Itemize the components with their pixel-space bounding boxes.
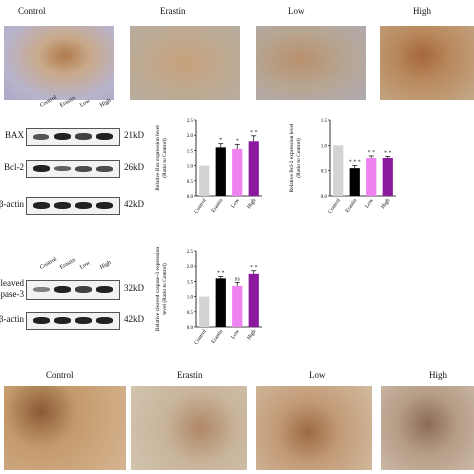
bar (382, 158, 393, 196)
bar (349, 168, 360, 196)
y-tick-label: 0.0 (321, 195, 328, 200)
ihc-bottom-label-low: Low (309, 370, 326, 380)
y-tick-label: 1.0 (187, 165, 194, 170)
x-tick-label: Erastin (211, 329, 225, 345)
y-tick-label: 0.0 (187, 326, 194, 331)
significance-label: * * (384, 150, 392, 156)
ihc-top-image-erastin (130, 26, 240, 100)
y-tick-label: 1.5 (321, 119, 328, 124)
bar (199, 296, 210, 327)
ihc-bottom-label-erastin: Erastin (177, 370, 203, 380)
ihc-bottom-image-low (256, 386, 372, 470)
y-axis-label-line: Relative Bcl-2 expression level (289, 123, 295, 192)
significance-label: * * * (349, 160, 361, 166)
bar (333, 145, 344, 196)
significance-label: * (219, 138, 222, 144)
ihc-bottom-image-high (381, 386, 474, 470)
y-tick-label: 2.5 (187, 250, 194, 255)
y-tick-label: 0.0 (187, 195, 194, 200)
wb2-blot-caspase3 (26, 280, 120, 300)
bar (366, 158, 377, 196)
x-tick-label: Low (230, 329, 241, 341)
wb1-row-label-actin: β-actin (0, 199, 24, 209)
y-tick-label: 1.0 (187, 296, 194, 301)
y-tick-label: 2.5 (187, 119, 194, 124)
y-axis-label-line: Relative Bax expression level (155, 125, 161, 191)
ihc-bottom-label-high: High (429, 370, 447, 380)
y-tick-label: 1.5 (187, 280, 194, 285)
significance-label: * * (217, 271, 225, 277)
ihc-top-label-low: Low (288, 6, 305, 16)
bax-chart: Relative Bax expression level(Ratio to C… (155, 119, 262, 215)
bar (232, 285, 243, 327)
y-tick-label: 0.5 (321, 170, 328, 175)
ihc-top-image-high (380, 26, 474, 100)
wb1-row-label-bcl2: Bcl-2 (4, 162, 24, 172)
significance-label: * * (368, 150, 376, 156)
x-tick-label: Low (230, 198, 241, 210)
bar (248, 141, 259, 196)
wb2-lane-low: Low (79, 260, 92, 271)
bar (215, 278, 226, 327)
ihc-top-label-high: High (413, 6, 431, 16)
y-tick-label: 1.0 (321, 144, 328, 149)
bcl2-chart: Relative Bcl-2 expression level(Ratio to… (289, 119, 396, 215)
ihc-bottom-image-control (4, 386, 126, 470)
wb1-blot-actin (26, 197, 120, 215)
x-tick-label: High (246, 198, 257, 211)
ihc-top-image-control (4, 26, 114, 100)
y-axis-label-line: (Ratio to Control) (295, 138, 302, 178)
y-axis-label-line: (Ratio to Control) (161, 138, 168, 178)
y-axis-label: Relative Bax expression level(Ratio to C… (155, 125, 168, 191)
x-tick-label: High (380, 198, 391, 211)
y-tick-label: 2.0 (187, 134, 194, 139)
y-tick-label: 1.5 (187, 149, 194, 154)
significance-label: * * (250, 265, 258, 271)
wb1-blot-bcl2 (26, 160, 120, 178)
bar (215, 147, 226, 196)
significance-label: * (236, 138, 239, 144)
x-tick-label: Erastin (345, 198, 359, 214)
wb1-blot-bax (26, 128, 120, 146)
wb2-lane-erastin: Erastin (59, 257, 77, 271)
wb1-kd-bcl2: 26kD (124, 162, 144, 172)
y-tick-label: 0.5 (187, 311, 194, 316)
bar (199, 165, 210, 196)
y-axis-label-line: level (Ratio to Control) (161, 263, 168, 315)
y-tick-label: 2.0 (187, 265, 194, 270)
wb2-row-label-actin: β-actin (0, 314, 24, 324)
wb2-blot-actin (26, 312, 120, 330)
y-axis-label: Relative Bcl-2 expression level(Ratio to… (289, 123, 302, 192)
ihc-top-label-erastin: Erastin (160, 6, 186, 16)
y-axis-label-line: Relative cleaved caspase-3 expression (155, 247, 161, 331)
ihc-top-image-low (256, 26, 366, 100)
ihc-top-label-control: Control (18, 6, 46, 16)
y-axis-label: Relative cleaved caspase-3 expressionlev… (155, 247, 168, 331)
x-tick-label: Control (193, 328, 208, 346)
x-tick-label: Control (327, 197, 342, 215)
wb1-kd-actin: 42kD (124, 199, 144, 209)
wb1-row-label-bax: BAX (4, 130, 24, 140)
x-tick-label: Erastin (211, 198, 225, 214)
wb2-kd-actin: 42kD (124, 314, 144, 324)
x-tick-label: Low (364, 198, 375, 210)
wb1-kd-bax: 21kD (124, 130, 144, 140)
significance-label: ns (235, 276, 241, 282)
y-tick-label: 0.5 (187, 180, 194, 185)
bar (232, 148, 243, 196)
wb2-row-label-cleaved-caspase3: Cleaved caspase-3 (0, 278, 24, 299)
bar (248, 273, 259, 327)
significance-label: * * (250, 130, 258, 136)
wb2-lane-high: High (99, 259, 113, 271)
ihc-bottom-image-erastin (131, 386, 247, 470)
x-tick-label: High (246, 329, 257, 342)
wb2-lane-control: Control (39, 256, 58, 271)
caspase3-chart: Relative cleaved caspase-3 expressionlev… (155, 247, 262, 346)
x-tick-label: Control (193, 197, 208, 215)
wb2-kd-caspase3: 32kD (124, 283, 144, 293)
ihc-bottom-label-control: Control (46, 370, 74, 380)
